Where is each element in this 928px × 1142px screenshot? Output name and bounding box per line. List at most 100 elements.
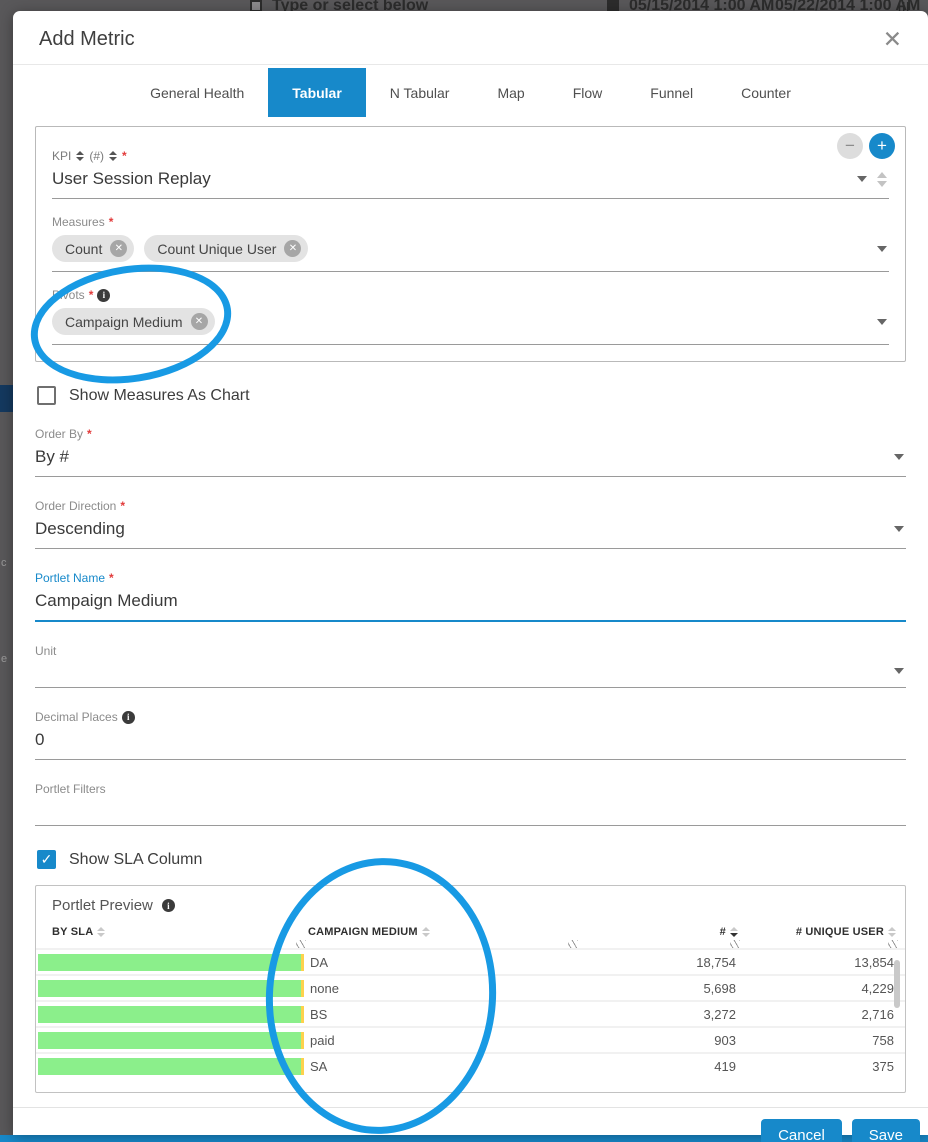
add-metric-dialog: Add Metric ✕ General Health Tabular N Ta… — [13, 11, 928, 1142]
column-label: # UNIQUE USER — [795, 926, 884, 938]
required-mark: * — [108, 215, 114, 229]
cell-medium: DA — [310, 954, 329, 970]
pivot-chip-campaign-medium: Campaign Medium ✕ — [52, 308, 215, 335]
checkbox-label: Show SLA Column — [69, 850, 203, 868]
show-measures-checkbox[interactable] — [37, 386, 56, 405]
cell-count: 903 — [714, 1032, 736, 1048]
background-topbar: Type or select below 05/15/2014 1:00 AM … — [0, 0, 928, 11]
background-sidebar: c e — [0, 11, 13, 1135]
portlet-name-input[interactable]: Campaign Medium — [35, 585, 906, 622]
pivots-label: Pivots * i — [52, 288, 889, 302]
background-bottom-bar — [0, 1135, 928, 1142]
sort-icon[interactable] — [97, 927, 106, 937]
pivots-select[interactable]: Campaign Medium ✕ — [52, 302, 889, 345]
sort-icon[interactable] — [421, 927, 430, 937]
unit-select[interactable] — [35, 658, 906, 688]
remove-chip-icon[interactable]: ✕ — [190, 313, 208, 330]
show-sla-checkbox[interactable]: ✓ — [37, 850, 56, 869]
order-by-select[interactable]: By # — [35, 441, 906, 477]
chevron-down-icon[interactable] — [857, 176, 867, 182]
cell-unique-users: 4,229 — [861, 980, 894, 996]
remove-chip-icon[interactable]: ✕ — [110, 240, 128, 257]
sla-bar — [38, 979, 304, 997]
decimal-places-field: Decimal Places i 0 — [35, 710, 906, 760]
kpi-sort-icon[interactable] — [76, 151, 85, 161]
preview-title-text: Portlet Preview — [52, 897, 153, 914]
cell-unique-users: 375 — [872, 1058, 894, 1074]
column-label: # — [719, 926, 726, 938]
sort-icon-descending-active[interactable] — [730, 927, 738, 937]
background-menu-icon: ||| — [898, 1, 911, 11]
measures-label: Measures * — [52, 215, 889, 229]
required-mark: * — [120, 499, 126, 513]
column-header-count[interactable]: # — [578, 926, 740, 948]
chevron-down-icon[interactable] — [894, 668, 904, 674]
pivots-label-text: Pivots — [52, 288, 85, 302]
cancel-button[interactable]: Cancel — [761, 1119, 842, 1142]
chevron-down-icon[interactable] — [894, 526, 904, 532]
chevron-down-icon[interactable] — [877, 245, 887, 252]
decimal-places-input[interactable]: 0 — [35, 724, 906, 760]
order-direction-select[interactable]: Descending — [35, 513, 906, 549]
tab-flow[interactable]: Flow — [572, 84, 603, 101]
column-resize-handle[interactable] — [730, 940, 740, 948]
tab-bar: General Health Tabular N Tabular Map Flo… — [13, 68, 928, 117]
checkbox-label: Show Measures As Chart — [69, 386, 250, 404]
field-label: Portlet Name — [35, 571, 106, 585]
background-sidebar-selected-item — [0, 385, 13, 412]
column-resize-handle[interactable] — [888, 940, 898, 948]
field-value: Campaign Medium — [35, 591, 178, 610]
portlet-preview: Portlet Preview i BY SLA CAMPAIGN MEDIUM… — [35, 885, 906, 1093]
cell-unique-users: 758 — [872, 1032, 894, 1048]
kpi-spinner[interactable] — [877, 171, 887, 187]
kpi-measure-sort-icon[interactable] — [109, 151, 118, 161]
tab-n-tabular[interactable]: N Tabular — [389, 84, 450, 101]
close-icon[interactable]: ✕ — [882, 26, 902, 52]
field-value: 0 — [35, 730, 45, 749]
background-date-end: 05/22/2014 1:00 AM — [775, 0, 921, 11]
chip-label: Count Unique User — [157, 240, 277, 257]
column-resize-handle[interactable] — [296, 940, 306, 948]
kpi-label-text: KPI — [52, 149, 72, 163]
field-label: Order Direction — [35, 499, 117, 513]
kpi-group: − + KPI (#) * User Session Replay Measur… — [35, 126, 906, 362]
field-label: Decimal Places — [35, 710, 118, 724]
column-header-unique-user[interactable]: # UNIQUE USER — [740, 926, 898, 948]
field-value: By # — [35, 447, 70, 466]
cell-count: 18,754 — [696, 954, 736, 970]
measure-chip-count: Count ✕ — [52, 235, 135, 262]
column-resize-handle[interactable] — [568, 940, 578, 948]
measures-select[interactable]: Count ✕ Count Unique User ✕ — [52, 229, 889, 272]
required-mark: * — [88, 288, 94, 302]
portlet-filters-input[interactable] — [35, 796, 906, 826]
tab-funnel[interactable]: Funnel — [650, 84, 694, 101]
sla-bar — [38, 1005, 304, 1023]
field-label: Unit — [35, 644, 57, 658]
remove-kpi-button[interactable]: − — [837, 133, 863, 159]
preview-scrollbar[interactable] — [894, 960, 900, 1008]
cell-unique-users: 13,854 — [854, 954, 894, 970]
portlet-filters-field: Portlet Filters — [35, 782, 906, 826]
tab-general-health[interactable]: General Health — [150, 84, 245, 101]
sort-icon[interactable] — [888, 927, 896, 937]
chevron-down-icon[interactable] — [877, 318, 887, 325]
chevron-down-icon[interactable] — [894, 454, 904, 460]
cell-medium: BS — [310, 1006, 328, 1022]
kpi-group-controls: − + — [837, 133, 895, 159]
add-kpi-button[interactable]: + — [869, 133, 895, 159]
column-header-campaign-medium[interactable]: CAMPAIGN MEDIUM — [306, 926, 578, 948]
kpi-select[interactable]: User Session Replay — [52, 163, 889, 199]
column-header-by-sla[interactable]: BY SLA — [36, 926, 306, 948]
sla-bar — [38, 1031, 304, 1049]
save-button[interactable]: Save — [851, 1119, 920, 1142]
sla-bar — [38, 1057, 304, 1075]
remove-chip-icon[interactable]: ✕ — [284, 240, 302, 257]
tab-tabular[interactable]: Tabular — [268, 68, 366, 117]
info-icon[interactable]: i — [121, 710, 135, 724]
info-icon[interactable]: i — [161, 899, 175, 912]
tab-counter[interactable]: Counter — [741, 84, 791, 101]
info-icon[interactable]: i — [97, 288, 111, 302]
tab-map[interactable]: Map — [497, 84, 525, 101]
table-row: SA 419 375 — [36, 1052, 905, 1078]
